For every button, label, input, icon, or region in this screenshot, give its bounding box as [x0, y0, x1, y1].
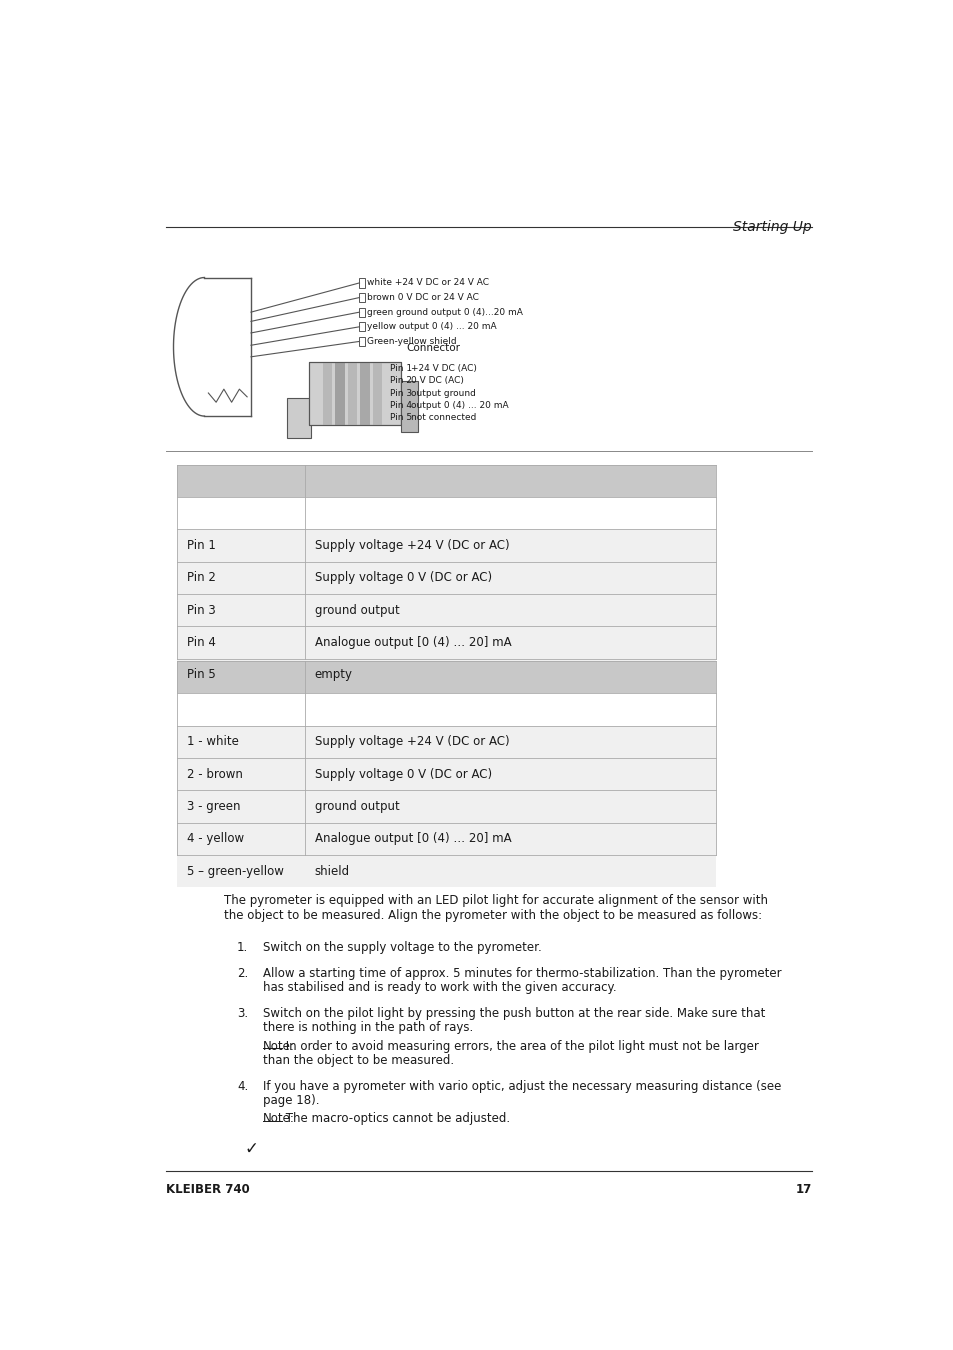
Text: green ground output 0 (4)...20 mA: green ground output 0 (4)...20 mA [367, 308, 522, 317]
Bar [335, 362, 344, 425]
Bar [373, 362, 381, 425]
Text: has stabilised and is ready to work with the given accuracy.: has stabilised and is ready to work with… [262, 981, 616, 995]
Text: Connector: Connector [406, 343, 459, 352]
Text: Analogue output [0 (4) … 20] mA: Analogue output [0 (4) … 20] mA [314, 833, 511, 845]
Text: Switch on the supply voltage to the pyrometer.: Switch on the supply voltage to the pyro… [262, 941, 540, 954]
Text: 5 – green-yellow: 5 – green-yellow [187, 864, 283, 878]
Bar [309, 362, 400, 425]
Text: Pin 3: Pin 3 [187, 603, 215, 617]
Text: Green-yellow shield: Green-yellow shield [367, 338, 456, 346]
Text: ✓: ✓ [245, 1139, 258, 1158]
Bar [359, 293, 365, 302]
Text: white +24 V DC or 24 V AC: white +24 V DC or 24 V AC [367, 278, 489, 288]
Bar [177, 659, 716, 691]
Text: Pin 2: Pin 2 [187, 571, 215, 585]
Bar [177, 464, 716, 497]
Text: 1 - white: 1 - white [187, 736, 238, 748]
Text: 4 - yellow: 4 - yellow [187, 833, 244, 845]
Text: Analogue output [0 (4) … 20] mA: Analogue output [0 (4) … 20] mA [314, 636, 511, 649]
Text: Pin 2: Pin 2 [390, 377, 412, 385]
Text: If you have a pyrometer with vario optic, adjust the necessary measuring distanc: If you have a pyrometer with vario optic… [262, 1080, 781, 1094]
Bar [177, 822, 716, 855]
Text: Note:: Note: [262, 1040, 294, 1053]
Text: The pyrometer is equipped with an LED pilot light for accurate alignment of the : The pyrometer is equipped with an LED pi… [224, 894, 767, 906]
Bar [177, 790, 716, 822]
Text: In order to avoid measuring errors, the area of the pilot light must not be larg: In order to avoid measuring errors, the … [282, 1040, 758, 1053]
Bar [177, 626, 716, 659]
Bar [309, 362, 400, 425]
Text: The macro-optics cannot be adjusted.: The macro-optics cannot be adjusted. [282, 1112, 510, 1125]
Text: Pin 4: Pin 4 [390, 401, 412, 410]
Text: Pin 1: Pin 1 [390, 364, 413, 373]
Text: 17: 17 [795, 1183, 811, 1196]
Bar [287, 398, 311, 437]
Text: Note:: Note: [262, 1112, 294, 1125]
Text: page 18).: page 18). [262, 1094, 319, 1107]
Text: Pin 4: Pin 4 [187, 636, 215, 649]
Bar [177, 529, 716, 562]
Bar [177, 594, 716, 626]
Text: ground output: ground output [314, 801, 399, 813]
Text: Pin 5: Pin 5 [187, 668, 215, 682]
Text: 2 - brown: 2 - brown [187, 768, 242, 780]
Text: Pin 5: Pin 5 [390, 413, 413, 423]
Text: Starting Up: Starting Up [733, 220, 811, 234]
Text: 4.: 4. [236, 1080, 248, 1094]
Text: Supply voltage +24 V (DC or AC): Supply voltage +24 V (DC or AC) [314, 539, 509, 552]
Text: +24 V DC (AC): +24 V DC (AC) [411, 364, 476, 373]
Text: KLEIBER 740: KLEIBER 740 [166, 1183, 250, 1196]
Text: Switch on the pilot light by pressing the push button at the rear side. Make sur: Switch on the pilot light by pressing th… [262, 1007, 764, 1021]
Bar [360, 362, 369, 425]
Text: yellow output 0 (4) ... 20 mA: yellow output 0 (4) ... 20 mA [367, 323, 497, 331]
Text: Supply voltage 0 V (DC or AC): Supply voltage 0 V (DC or AC) [314, 768, 491, 780]
Bar [348, 362, 356, 425]
Text: 1.: 1. [236, 941, 248, 954]
Bar [359, 308, 365, 317]
Bar [323, 362, 332, 425]
Bar [177, 855, 716, 887]
Text: Supply voltage +24 V (DC or AC): Supply voltage +24 V (DC or AC) [314, 736, 509, 748]
Bar [177, 662, 716, 694]
Text: brown 0 V DC or 24 V AC: brown 0 V DC or 24 V AC [367, 293, 478, 302]
Text: 3.: 3. [236, 1007, 248, 1021]
Text: 2.: 2. [236, 968, 248, 980]
Text: Pin 1: Pin 1 [187, 539, 215, 552]
Text: output 0 (4) ... 20 mA: output 0 (4) ... 20 mA [411, 401, 509, 410]
Text: not connected: not connected [411, 413, 476, 423]
Bar [177, 757, 716, 790]
Text: there is nothing in the path of rays.: there is nothing in the path of rays. [262, 1022, 473, 1034]
Text: empty: empty [314, 668, 353, 682]
Text: Allow a starting time of approx. 5 minutes for thermo-stabilization. Than the py: Allow a starting time of approx. 5 minut… [262, 968, 781, 980]
Bar [177, 562, 716, 594]
Bar [359, 278, 365, 288]
Text: output ground: output ground [411, 389, 476, 397]
Bar [400, 381, 417, 432]
Text: shield: shield [314, 864, 350, 878]
Text: than the object to be measured.: than the object to be measured. [262, 1053, 454, 1066]
Bar [359, 323, 365, 331]
Bar [359, 336, 365, 346]
Text: 0 V DC (AC): 0 V DC (AC) [411, 377, 464, 385]
Text: 3 - green: 3 - green [187, 801, 240, 813]
Text: the object to be measured. Align the pyrometer with the object to be measured as: the object to be measured. Align the pyr… [224, 909, 761, 922]
Bar [177, 726, 716, 757]
Text: Pin 3: Pin 3 [390, 389, 413, 397]
Text: Supply voltage 0 V (DC or AC): Supply voltage 0 V (DC or AC) [314, 571, 491, 585]
Text: ground output: ground output [314, 603, 399, 617]
